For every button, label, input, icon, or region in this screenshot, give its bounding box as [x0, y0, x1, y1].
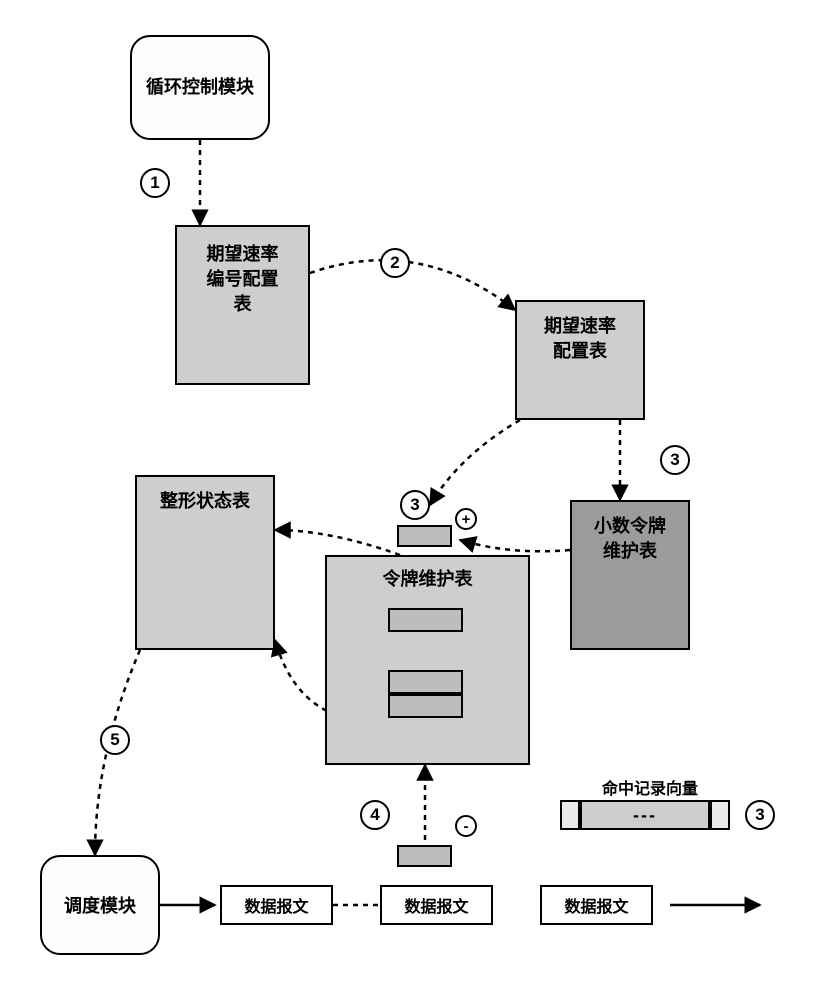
edge-3a	[430, 420, 520, 505]
rate-num-cfg-label: 期望速率 编号配置 表	[207, 242, 279, 318]
shape-state-box: 整形状态表	[135, 475, 275, 650]
minus-cell	[397, 845, 452, 867]
step-3a-num: 3	[410, 495, 419, 515]
hit-vec-mid: ---	[580, 800, 710, 830]
hit-vec-label: 命中记录向量	[575, 775, 725, 799]
edge-frac-to-rect	[460, 540, 570, 551]
sched-box: 调度模块	[40, 855, 160, 955]
step-3a: 3	[400, 490, 430, 520]
step-3c: 3	[745, 800, 775, 830]
pkt2-box: 数据报文	[380, 885, 493, 925]
plus-op: +	[455, 508, 477, 530]
pkt3-label: 数据报文	[564, 893, 628, 917]
rate-num-cfg-box: 期望速率 编号配置 表	[175, 225, 310, 385]
plus-op-label: +	[462, 512, 471, 527]
edge-2	[310, 260, 515, 310]
step-3c-num: 3	[755, 805, 764, 825]
shape-state-label: 整形状态表	[160, 489, 250, 514]
loop-ctrl-box: 循环控制模块	[130, 35, 270, 140]
pkt2-label: 数据报文	[404, 893, 468, 917]
step-4: 4	[360, 800, 390, 830]
pkt1-label: 数据报文	[244, 893, 308, 917]
token-inner-3	[388, 694, 463, 718]
step-1-num: 1	[150, 173, 159, 193]
hit-vec-dots: ---	[633, 805, 657, 826]
step-2: 2	[380, 248, 410, 278]
minus-op: -	[455, 815, 477, 837]
token-inner-2	[388, 670, 463, 694]
pkt1-box: 数据报文	[220, 885, 333, 925]
hit-vec-left	[560, 800, 580, 830]
token-inner-1	[388, 608, 463, 632]
rate-cfg-box: 期望速率 配置表	[515, 300, 645, 420]
minus-op-label: -	[464, 819, 469, 834]
step-3b: 3	[660, 445, 690, 475]
hit-vec-right	[710, 800, 730, 830]
pkt3-box: 数据报文	[540, 885, 653, 925]
sched-label: 调度模块	[64, 892, 136, 918]
step-1: 1	[140, 168, 170, 198]
loop-ctrl-label: 循环控制模块	[146, 75, 254, 100]
step-3b-num: 3	[670, 450, 679, 470]
step-2-num: 2	[390, 253, 399, 273]
edge-token-to-shape	[275, 530, 400, 555]
frac-token-label: 小数令牌 维护表	[594, 514, 666, 564]
step-4-num: 4	[370, 805, 379, 825]
token-maint-label: 令牌维护表	[383, 567, 473, 592]
rate-cfg-label: 期望速率 配置表	[544, 314, 616, 364]
token-top-cell	[397, 525, 452, 547]
step-5: 5	[100, 725, 130, 755]
frac-token-box: 小数令牌 维护表	[570, 500, 690, 650]
token-maint-box: 令牌维护表	[325, 555, 530, 765]
step-5-num: 5	[110, 730, 119, 750]
